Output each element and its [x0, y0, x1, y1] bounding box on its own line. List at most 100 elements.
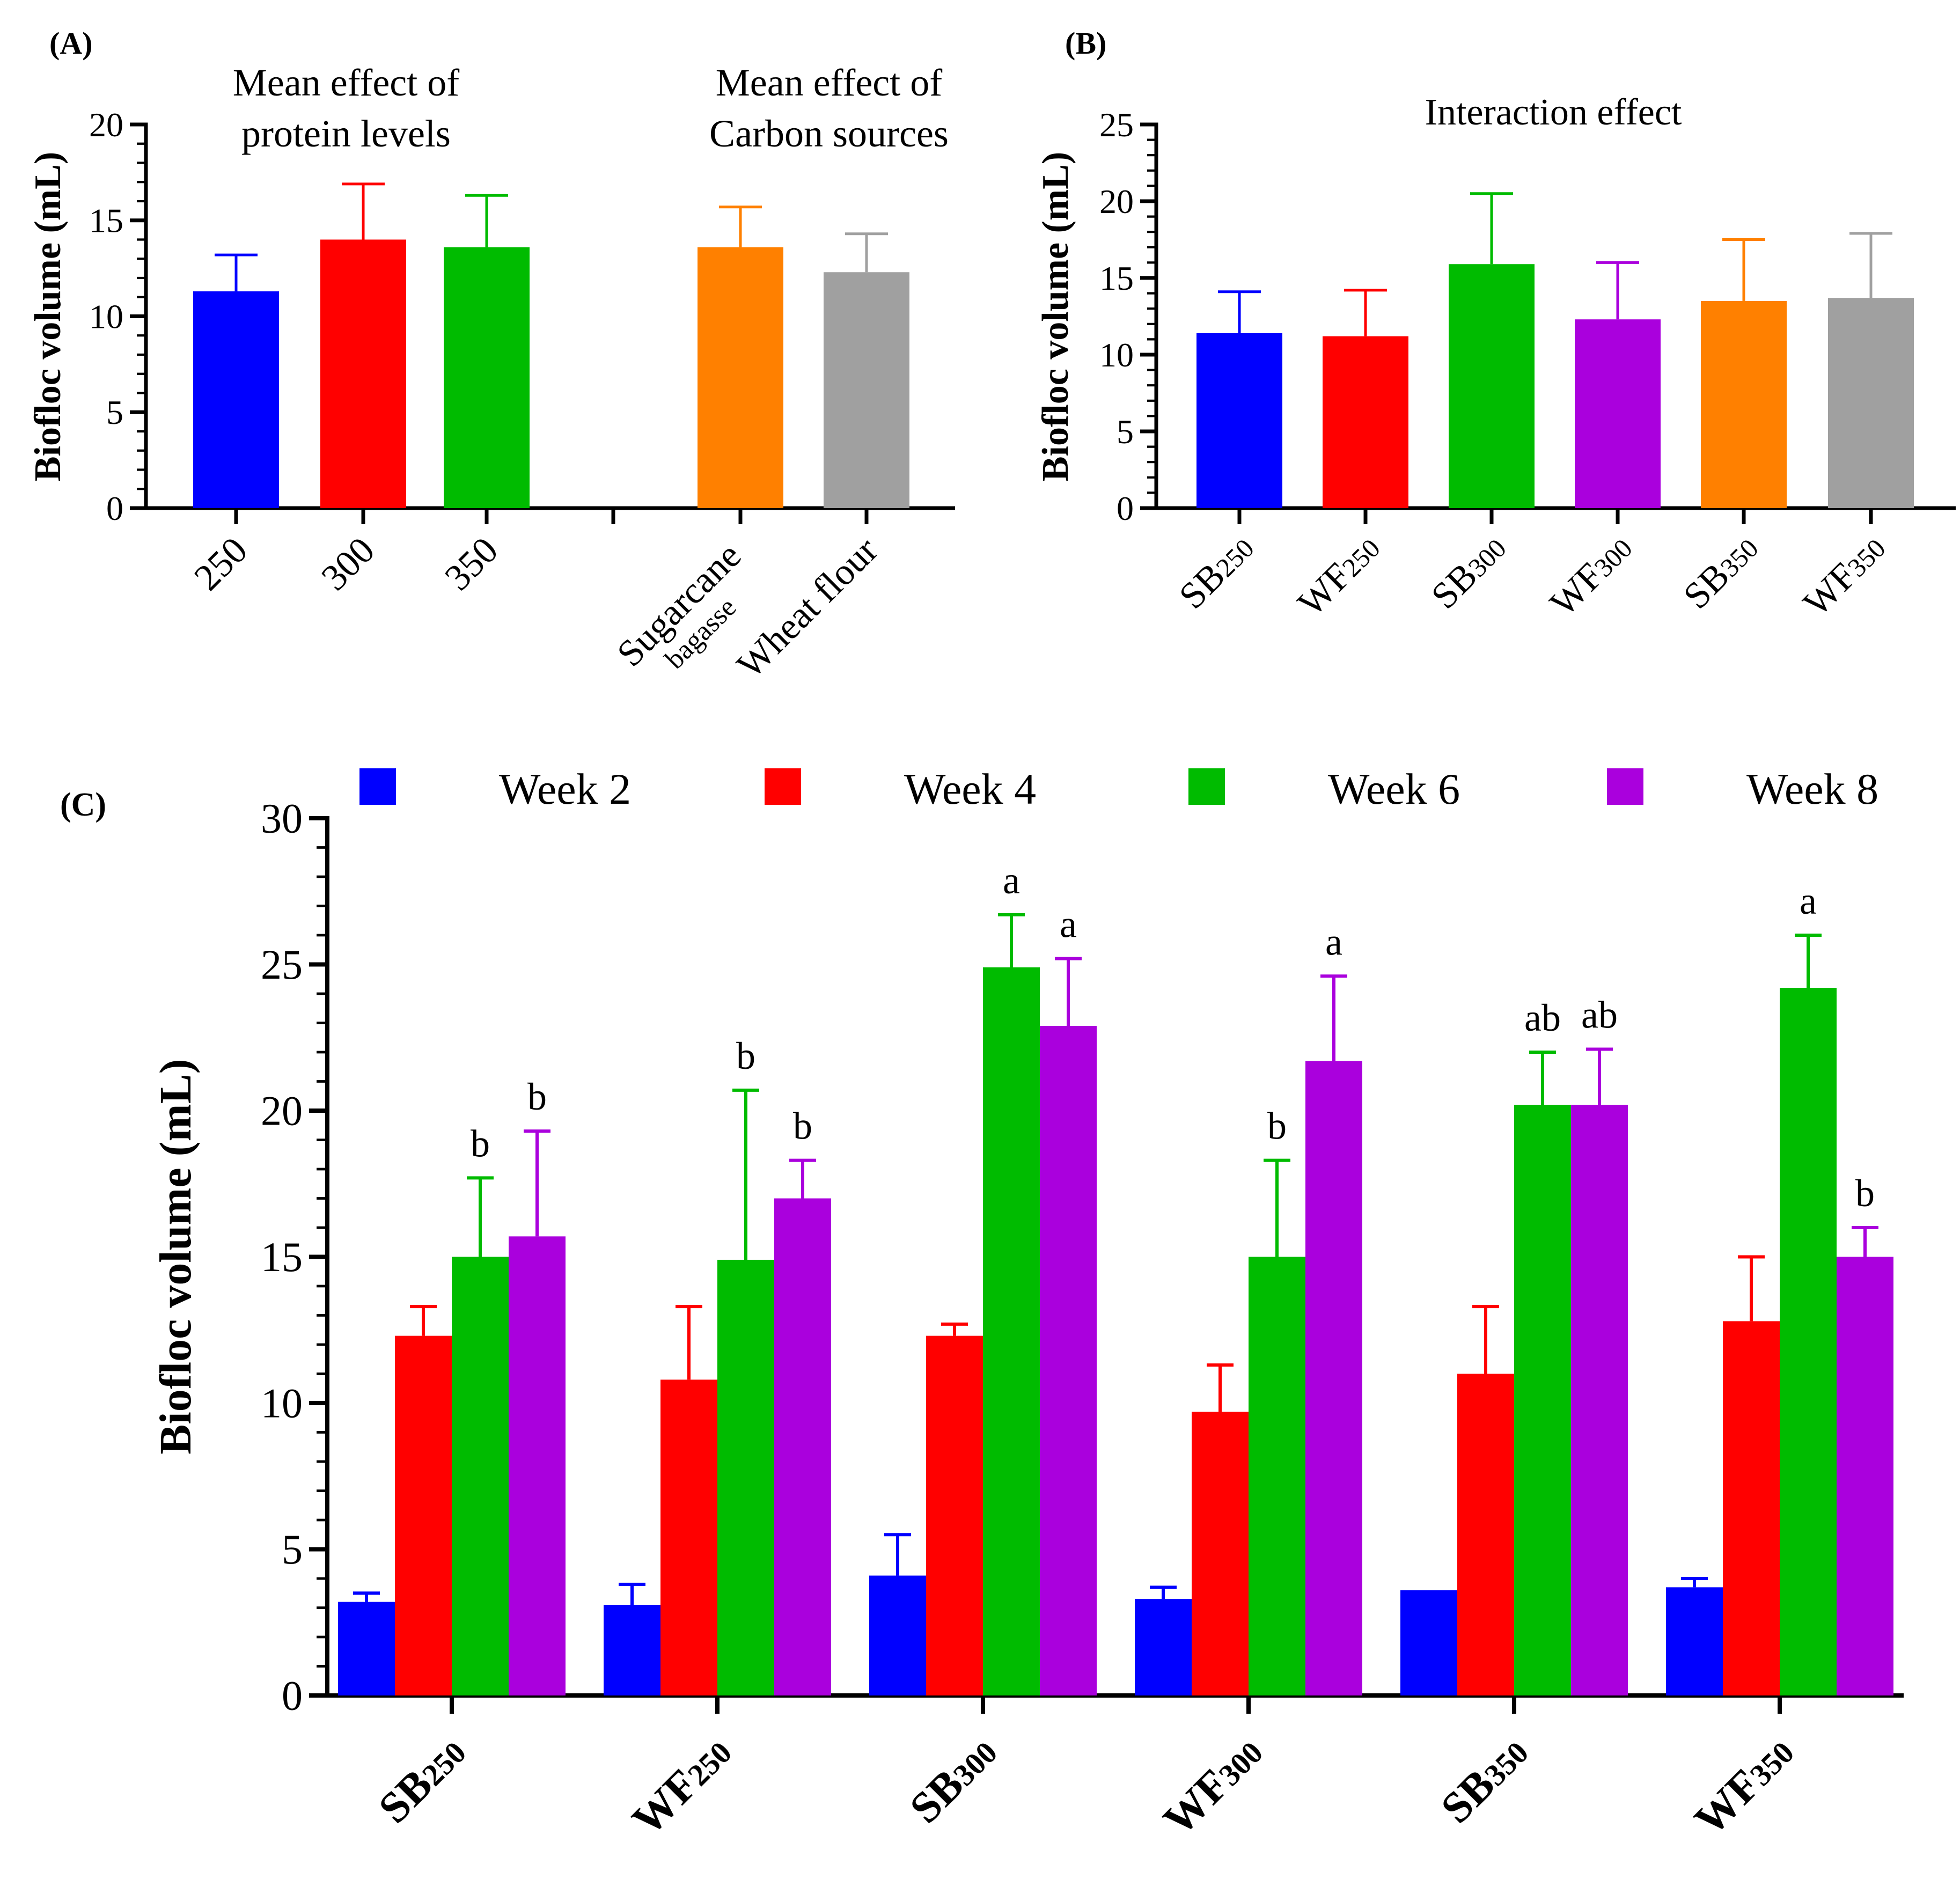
legend-swatch [1607, 768, 1643, 805]
bar [444, 247, 530, 508]
bar [1780, 988, 1837, 1695]
x-tick-label: 250 [187, 530, 256, 599]
axes-panel-C: 0 5 10 15 20 25 30 (C) Biofloc volume (mL) Week 2… [60, 765, 1904, 1845]
x-tick-label: SB250 [1171, 527, 1261, 617]
bar [1449, 264, 1535, 508]
bar [1196, 333, 1282, 508]
panel-label-a: (A) [49, 26, 93, 61]
bar [1040, 1025, 1097, 1695]
significance-letter: a [1003, 859, 1020, 902]
axes-panel-B: 0 5 10 15 20 25 (B) Biofloc volume (mL) Interact… [1035, 26, 1956, 625]
y-tick-label: 15 [89, 202, 123, 240]
y-axis-title: Biofloc volume (mL) [27, 152, 69, 481]
x-tick-label: SB300 [1423, 527, 1514, 617]
bar [1514, 1105, 1571, 1695]
x-tick-label: SB350 [1676, 527, 1766, 617]
x-tick-label: WF300 [1543, 527, 1640, 625]
legend-label: Week 6 [1328, 765, 1460, 813]
significance-letter: a [1800, 879, 1817, 922]
x-tick-label: Wheat flour [729, 530, 886, 686]
y-tick-label: 10 [89, 297, 123, 335]
group-title: Carbon sources [709, 112, 949, 155]
bar [509, 1236, 566, 1695]
y-tick-label: 0 [106, 489, 123, 527]
bar [869, 1575, 926, 1695]
x-tick-label: 300 [314, 530, 383, 599]
significance-letter: a [1325, 920, 1342, 963]
y-tick-label: 5 [1117, 413, 1134, 451]
y-axis-title: Biofloc volume (mL) [151, 1059, 201, 1454]
bar [1575, 319, 1661, 508]
legend-swatch [765, 768, 801, 805]
x-tick-label: WF250 [622, 1727, 740, 1844]
bar [698, 247, 783, 508]
x-tick-label: WF300 [1154, 1727, 1271, 1844]
legend-swatch [359, 768, 396, 805]
bar [1666, 1587, 1723, 1695]
significance-letter: b [1855, 1172, 1875, 1215]
significance-letter: b [793, 1105, 812, 1148]
group-title: Mean effect of [716, 61, 942, 104]
y-tick-label: 20 [1099, 182, 1134, 221]
bar [926, 1335, 983, 1695]
significance-letter: b [1267, 1105, 1287, 1148]
y-axis-title: Biofloc volume (mL) [1035, 152, 1076, 481]
bar [1135, 1599, 1192, 1695]
group-title: protein levels [241, 112, 451, 155]
y-tick-label: 15 [261, 1234, 303, 1280]
axes-panel-A: 0 5 10 15 20 (A) Biofloc volume (mL) Mean effec… [27, 26, 955, 686]
legend-label: Week 8 [1746, 765, 1878, 813]
significance-letter: ab [1581, 994, 1618, 1037]
panel-label-b: (B) [1065, 26, 1106, 61]
x-tick-label: SB300 [900, 1727, 1006, 1832]
y-tick-label: 30 [261, 795, 303, 842]
bar [660, 1379, 717, 1695]
y-tick-label: 20 [261, 1088, 303, 1134]
significance-letter: ab [1524, 996, 1561, 1039]
bar [1305, 1061, 1362, 1695]
x-tick-label: WF350 [1796, 527, 1893, 625]
bar [338, 1602, 395, 1695]
bar [1837, 1257, 1893, 1695]
x-tick-label: SB350 [1432, 1727, 1537, 1832]
y-tick-label: 20 [89, 106, 123, 144]
group-title: Mean effect of [233, 61, 459, 104]
significance-letter: b [736, 1034, 755, 1077]
legend-label: Week 2 [499, 765, 631, 813]
y-tick-label: 0 [1117, 489, 1134, 527]
significance-letter: b [471, 1122, 490, 1165]
y-tick-label: 15 [1099, 259, 1134, 297]
bar [1192, 1412, 1249, 1695]
bar [1400, 1590, 1457, 1695]
y-tick-label: 25 [261, 941, 303, 988]
bar [774, 1198, 831, 1695]
bar [1723, 1321, 1780, 1695]
y-tick-label: 5 [106, 393, 123, 431]
y-tick-label: 25 [1099, 106, 1134, 144]
bar [1457, 1374, 1514, 1695]
y-tick-label: 10 [261, 1380, 303, 1427]
bar [193, 291, 279, 508]
bar [604, 1605, 660, 1695]
bar [717, 1259, 774, 1695]
y-tick-label: 0 [282, 1672, 303, 1719]
bar [395, 1335, 452, 1695]
bar [1323, 336, 1408, 508]
legend-swatch [1188, 768, 1225, 805]
bar [320, 239, 406, 508]
bar [1249, 1257, 1305, 1695]
y-tick-label: 5 [282, 1526, 303, 1573]
bar [1701, 300, 1787, 508]
bar [452, 1257, 509, 1695]
x-tick-label: WF250 [1290, 527, 1388, 625]
x-tick-label: SB250 [369, 1727, 475, 1832]
bar [824, 272, 909, 508]
bar [983, 967, 1040, 1695]
significance-letter: a [1060, 903, 1077, 946]
bar [1571, 1105, 1628, 1695]
legend-label: Week 4 [904, 765, 1036, 813]
x-tick-label: WF350 [1685, 1727, 1802, 1844]
chart-title: Interaction effect [1425, 92, 1682, 133]
significance-letter: b [527, 1075, 547, 1118]
